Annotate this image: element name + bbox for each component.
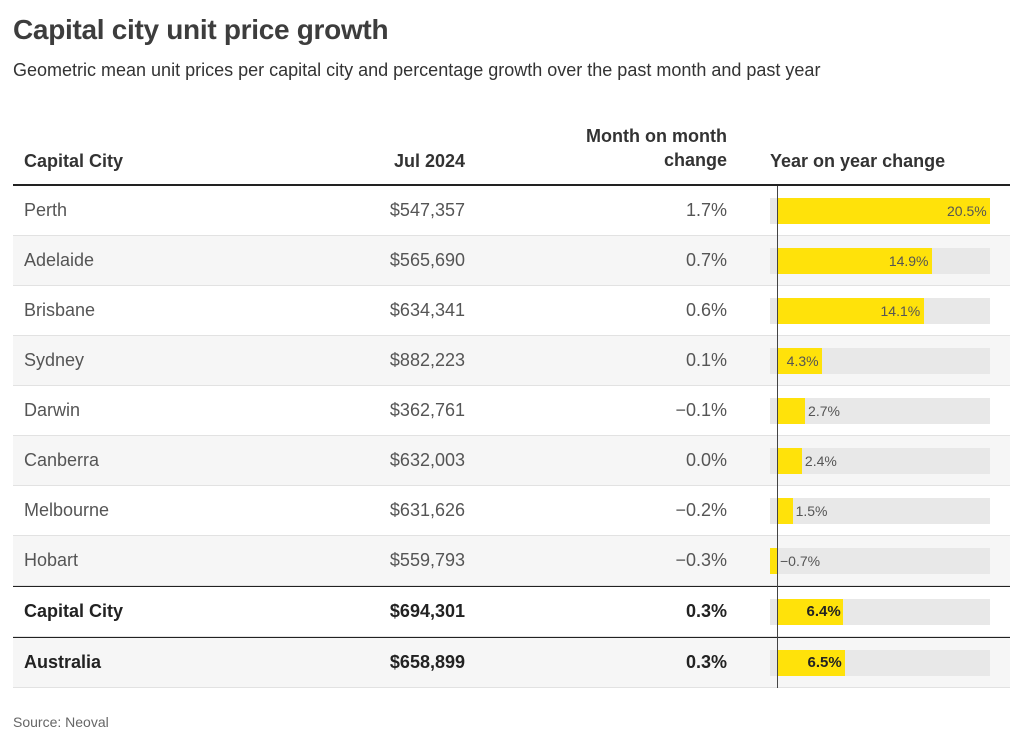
- city-name: Adelaide: [24, 250, 95, 270]
- unit-price: $882,223: [389, 350, 465, 370]
- month-on-month-change: 0.1%: [685, 350, 727, 370]
- table-row: Sydney $882,223 0.1% 4.3%: [13, 336, 1010, 386]
- year-on-year-bar: [777, 498, 793, 524]
- bar-track: [770, 398, 990, 424]
- month-on-month-change: −0.3%: [675, 550, 727, 570]
- table-row: Adelaide $565,690 0.7% 14.9%: [13, 236, 1010, 286]
- chart-title: Capital city unit price growth: [13, 14, 389, 45]
- header-month-on-month-line2: change: [663, 150, 727, 170]
- year-on-year-label: 2.4%: [804, 453, 837, 469]
- table-header: Capital City Jul 2024 Month on month cha…: [13, 120, 1010, 186]
- zero-axis-line: [777, 186, 778, 688]
- year-on-year-bar-cell: 2.4%: [770, 448, 990, 474]
- year-on-year-bar: [777, 298, 924, 324]
- unit-price: $694,301: [389, 601, 465, 621]
- price-growth-table: Capital City Jul 2024 Month on month cha…: [13, 120, 1010, 688]
- header-jul-2024: Jul 2024: [393, 151, 465, 171]
- city-name: Sydney: [24, 350, 85, 370]
- year-on-year-bar-cell: 14.9%: [770, 248, 990, 274]
- table-body: Perth $547,357 1.7% 20.5% Adelaide $565,690 0.…: [13, 186, 1010, 688]
- unit-price: $631,626: [389, 500, 465, 520]
- year-on-year-bar: [777, 248, 932, 274]
- year-on-year-label: 20.5%: [947, 203, 987, 219]
- city-name: Capital City: [24, 601, 124, 621]
- header-month-on-month: Month on month change: [586, 124, 727, 172]
- year-on-year-label: 4.3%: [786, 353, 819, 369]
- city-name: Australia: [24, 652, 102, 672]
- year-on-year-label: 2.7%: [808, 403, 840, 419]
- year-on-year-label: 6.5%: [807, 654, 842, 671]
- table-row: Darwin $362,761 −0.1% 2.7%: [13, 386, 1010, 436]
- year-on-year-bar: [777, 650, 845, 676]
- month-on-month-change: 1.7%: [685, 200, 727, 220]
- month-on-month-change: −0.2%: [675, 500, 727, 520]
- city-name: Melbourne: [24, 500, 110, 520]
- unit-price: $362,761: [389, 400, 465, 420]
- year-on-year-bar-cell: 20.5%: [770, 198, 990, 224]
- year-on-year-bar-cell: 1.5%: [770, 498, 990, 524]
- year-on-year-bar: [769, 548, 777, 574]
- unit-price: $559,793: [389, 550, 465, 570]
- bar-track: [770, 448, 990, 474]
- unit-price: $632,003: [389, 450, 465, 470]
- year-on-year-bar: [777, 198, 990, 224]
- year-on-year-bar-cell: 6.5%: [770, 650, 990, 676]
- city-name: Brisbane: [24, 300, 96, 320]
- month-on-month-change: 0.3%: [685, 601, 727, 621]
- unit-price: $547,357: [389, 200, 465, 220]
- source-note: Source: Neoval: [13, 714, 109, 730]
- year-on-year-bar-cell: 14.1%: [770, 298, 990, 324]
- table-row: Brisbane $634,341 0.6% 14.1%: [13, 286, 1010, 336]
- month-on-month-change: 0.0%: [685, 450, 727, 470]
- table-row: Canberra $632,003 0.0% 2.4%: [13, 436, 1010, 486]
- year-on-year-label: 6.4%: [806, 603, 841, 620]
- unit-price: $658,899: [389, 652, 465, 672]
- month-on-month-change: 0.6%: [685, 300, 727, 320]
- year-on-year-label: 14.9%: [888, 253, 929, 269]
- month-on-month-change: −0.1%: [675, 400, 727, 420]
- bar-track: [770, 498, 990, 524]
- year-on-year-bar-cell: 4.3%: [770, 348, 990, 374]
- year-on-year-bar: [777, 599, 844, 625]
- year-on-year-bar: [777, 448, 802, 474]
- year-on-year-bar-cell: 6.4%: [770, 599, 990, 625]
- city-name: Perth: [24, 200, 68, 220]
- table-total-row: Australia $658,899 0.3% 6.5%: [13, 637, 1010, 688]
- unit-price: $634,341: [389, 300, 465, 320]
- table-total-row: Capital City $694,301 0.3% 6.4%: [13, 586, 1010, 637]
- year-on-year-label: 14.1%: [880, 303, 921, 319]
- table-row: Perth $547,357 1.7% 20.5%: [13, 186, 1010, 236]
- table-row: Hobart $559,793 −0.3% −0.7%: [13, 536, 1010, 586]
- city-name: Canberra: [24, 450, 100, 470]
- year-on-year-label: 1.5%: [795, 503, 828, 519]
- header-year-on-year: Year on year change: [770, 151, 946, 171]
- bar-track: [770, 548, 990, 574]
- table-row: Melbourne $631,626 −0.2% 1.5%: [13, 486, 1010, 536]
- month-on-month-change: 0.7%: [685, 250, 727, 270]
- year-on-year-bar-cell: 2.7%: [770, 398, 990, 424]
- unit-price: $565,690: [389, 250, 465, 270]
- header-month-on-month-line1: Month on month: [586, 126, 727, 146]
- header-capital-city: Capital City: [24, 151, 124, 171]
- city-name: Darwin: [24, 400, 81, 420]
- year-on-year-bar: [777, 398, 806, 424]
- chart-subtitle: Geometric mean unit prices per capital c…: [13, 60, 821, 80]
- year-on-year-bar: [777, 348, 822, 374]
- month-on-month-change: 0.3%: [685, 652, 727, 672]
- year-on-year-label: −0.7%: [780, 553, 821, 569]
- year-on-year-bar-cell: −0.7%: [769, 548, 990, 574]
- city-name: Hobart: [24, 550, 79, 570]
